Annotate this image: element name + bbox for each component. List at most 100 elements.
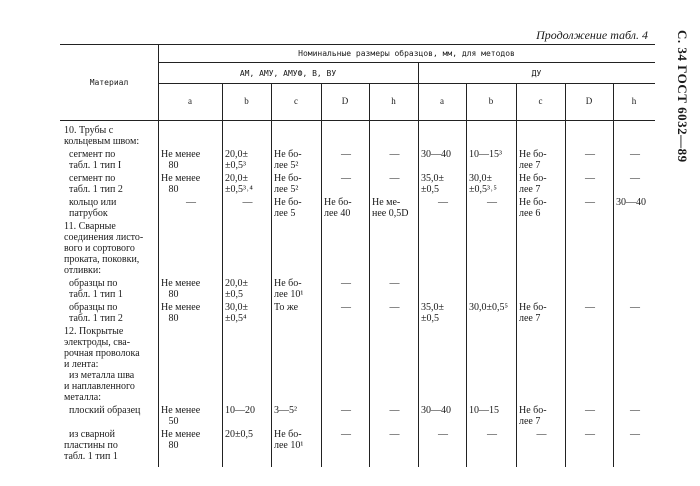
page-side-title: С. 34 ГОСТ 6032—89 bbox=[675, 30, 690, 163]
table-cell: Не бо- лее 10¹ bbox=[274, 429, 304, 451]
column-header-c: c bbox=[538, 96, 543, 106]
table-cell: 30,0± ±0,5³˒⁵ bbox=[469, 173, 497, 195]
table-cell: — bbox=[438, 197, 448, 208]
table-cell: 30,0±0,5⁵ bbox=[469, 302, 508, 313]
table-cell: 35,0± ±0,5 bbox=[421, 302, 444, 324]
table-cell: Не менее 80 bbox=[161, 278, 201, 300]
table-cell: — bbox=[389, 173, 400, 184]
table-cell: — bbox=[389, 429, 400, 440]
table-cell: — bbox=[341, 173, 351, 184]
row-material: кольцо или патрубок bbox=[69, 197, 117, 219]
table-cell: Не бо- лее 6 bbox=[519, 197, 547, 219]
row-material: из сварной пластины по табл. 1 тип 1 bbox=[64, 429, 118, 462]
table-cell: — bbox=[389, 278, 400, 289]
header-bottom-rule bbox=[60, 120, 655, 121]
row-material: 10. Трубы с кольцевым швом: bbox=[64, 125, 140, 147]
table-cell: — bbox=[487, 429, 497, 440]
table-cell: — bbox=[389, 149, 400, 160]
table-cell: Не бо- лее 5² bbox=[274, 173, 302, 195]
table-cell: 20±0,5 bbox=[225, 429, 253, 440]
column-divider bbox=[271, 83, 272, 467]
table-cell: 30—40 bbox=[421, 149, 451, 160]
table-cell: Не менее 80 bbox=[161, 302, 201, 324]
column-header-h: h bbox=[391, 96, 396, 106]
table-top-rule bbox=[60, 44, 655, 45]
header-rule bbox=[158, 62, 655, 63]
column-header-h: h bbox=[631, 96, 637, 106]
table-cell: — bbox=[341, 149, 351, 160]
table-cell: Не менее 80 bbox=[161, 149, 201, 171]
table-cell: — bbox=[341, 429, 351, 440]
table-cell: Не бо- лее 7 bbox=[519, 173, 547, 195]
table-cell: 20,0± ±0,5³˒⁴ bbox=[225, 173, 253, 195]
row-material: 12. Покрытые электроды, сва- рочная пров… bbox=[64, 326, 140, 403]
column-divider bbox=[418, 62, 419, 467]
table-cell: — bbox=[630, 302, 640, 313]
column-divider bbox=[158, 44, 159, 467]
column-divider bbox=[466, 83, 467, 467]
row-material: сегмент по табл. 1 тип 2 bbox=[69, 173, 123, 195]
row-material: образцы по табл. 1 тип 1 bbox=[69, 278, 123, 300]
table-cell: Не менее 80 bbox=[161, 429, 201, 451]
table-cell: 10—15³ bbox=[469, 149, 502, 160]
table-cell: Не бо- лее 7 bbox=[519, 302, 547, 324]
column-header-D: D bbox=[585, 96, 593, 106]
table-cell: Не менее 50 bbox=[161, 405, 201, 427]
table-cell: Не бо- лее 7 bbox=[519, 149, 547, 171]
table-cell: Не ме- нее 0,5D bbox=[372, 197, 409, 219]
table-cell: — bbox=[341, 278, 351, 289]
table-cell: — bbox=[341, 405, 351, 416]
column-header-D: D bbox=[341, 96, 349, 106]
row-material: плоский образец bbox=[64, 405, 141, 416]
table-cell: 35,0± ±0,5 bbox=[421, 173, 444, 195]
table-cell: — bbox=[389, 405, 400, 416]
material-header: Материал bbox=[89, 78, 129, 87]
table-cell: Не бо- лее 5 bbox=[274, 197, 302, 219]
continuation-label: Продолжение табл. 4 bbox=[536, 28, 648, 42]
table-cell: 30,0± ±0,5⁴ bbox=[225, 302, 248, 324]
table-cell: — bbox=[536, 429, 547, 440]
table-cell: — bbox=[487, 197, 497, 208]
table-cell: 3—5² bbox=[274, 405, 297, 416]
column-divider bbox=[516, 83, 517, 467]
table-cell: То же bbox=[274, 302, 299, 313]
nominal-sizes-header: Номинальные размеры образцов, мм, для ме… bbox=[298, 49, 515, 58]
row-material: сегмент по табл. 1 тип I bbox=[69, 149, 122, 171]
table-cell: 30—40 bbox=[421, 405, 451, 416]
column-divider bbox=[369, 83, 370, 467]
table-cell: — bbox=[585, 197, 595, 208]
table-cell: — bbox=[630, 429, 640, 440]
table-cell: — bbox=[389, 302, 400, 313]
table-cell: — bbox=[585, 405, 595, 416]
row-material: образцы по табл. 1 тип 2 bbox=[69, 302, 123, 324]
column-header-a: a bbox=[440, 96, 444, 106]
table-cell: Не бо- лее 40 bbox=[324, 197, 352, 219]
column-header-c: c bbox=[294, 96, 298, 106]
table-cell: 20,0± ±0,5 bbox=[225, 278, 248, 300]
table-cell: — bbox=[585, 149, 595, 160]
table-cell: Не бо- лее 5² bbox=[274, 149, 302, 171]
table-cell: Не бо- лее 10¹ bbox=[274, 278, 304, 300]
table-cell: 20,0± ±0,5³ bbox=[225, 149, 248, 171]
column-divider bbox=[565, 83, 566, 467]
table-cell: — bbox=[438, 429, 448, 440]
column-divider bbox=[222, 83, 223, 467]
table-cell: — bbox=[585, 429, 595, 440]
table-cell: 10—15 bbox=[469, 405, 499, 416]
column-header-b: b bbox=[244, 96, 249, 106]
table-cell: — bbox=[341, 302, 351, 313]
table-cell: — bbox=[630, 173, 640, 184]
table-cell: Не бо- лее 7 bbox=[519, 405, 547, 427]
column-header-b: b bbox=[488, 96, 494, 106]
group-header-am: АМ, АМУ, АМУФ, В, ВУ bbox=[239, 69, 337, 78]
table-cell: 30—40 bbox=[616, 197, 646, 208]
row-material: 11. Сварные соединения листо- вого и сор… bbox=[64, 221, 144, 276]
table-cell: — bbox=[630, 405, 640, 416]
table-cell: 10—20 bbox=[225, 405, 255, 416]
column-divider bbox=[321, 83, 322, 467]
table-cell: — bbox=[242, 197, 253, 208]
table-cell: — bbox=[186, 197, 196, 208]
column-divider bbox=[613, 83, 614, 467]
table-cell: — bbox=[630, 149, 640, 160]
table-cell: Не менее 80 bbox=[161, 173, 201, 195]
